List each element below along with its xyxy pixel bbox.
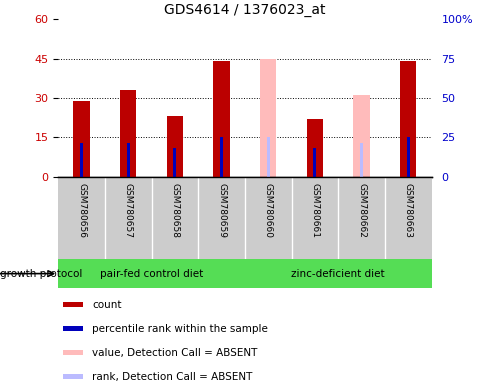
Bar xyxy=(63,303,83,307)
Text: value, Detection Call = ABSENT: value, Detection Call = ABSENT xyxy=(92,348,257,358)
Bar xyxy=(353,95,369,177)
Bar xyxy=(259,59,276,177)
Text: zinc-deficient diet: zinc-deficient diet xyxy=(291,268,384,279)
Bar xyxy=(120,90,136,177)
Bar xyxy=(406,137,409,177)
Bar xyxy=(266,137,269,177)
Text: growth protocol: growth protocol xyxy=(0,268,82,279)
Bar xyxy=(244,259,431,288)
Bar xyxy=(360,142,363,177)
Text: GSM780658: GSM780658 xyxy=(170,183,179,238)
Bar xyxy=(80,142,83,177)
Bar xyxy=(399,61,416,177)
Bar xyxy=(306,119,322,177)
Text: count: count xyxy=(92,300,121,310)
Bar xyxy=(63,351,83,355)
Text: GSM780657: GSM780657 xyxy=(123,183,133,238)
Text: GSM780660: GSM780660 xyxy=(263,183,272,238)
Text: pair-fed control diet: pair-fed control diet xyxy=(100,268,203,279)
Bar xyxy=(126,142,129,177)
Bar xyxy=(313,148,316,177)
Text: GSM780661: GSM780661 xyxy=(310,183,319,238)
Text: GSM780662: GSM780662 xyxy=(356,183,365,238)
Bar xyxy=(213,61,229,177)
Text: GSM780663: GSM780663 xyxy=(403,183,412,238)
Text: percentile rank within the sample: percentile rank within the sample xyxy=(92,324,268,334)
Bar xyxy=(63,374,83,379)
Bar xyxy=(58,259,244,288)
Bar xyxy=(73,101,90,177)
Bar xyxy=(220,137,223,177)
Text: GSM780659: GSM780659 xyxy=(217,183,226,238)
Text: GSM780656: GSM780656 xyxy=(77,183,86,238)
Title: GDS4614 / 1376023_at: GDS4614 / 1376023_at xyxy=(164,3,325,17)
Bar xyxy=(63,326,83,331)
Bar xyxy=(166,116,182,177)
Bar xyxy=(173,148,176,177)
Text: rank, Detection Call = ABSENT: rank, Detection Call = ABSENT xyxy=(92,372,252,382)
